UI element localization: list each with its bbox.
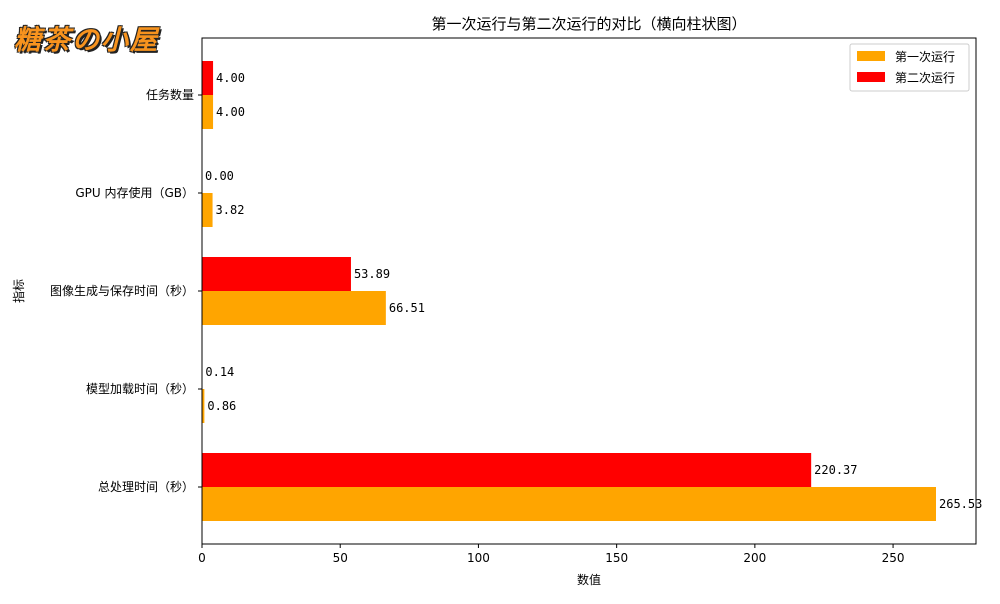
x-axis-title: 数值: [577, 572, 601, 587]
legend-label-first: 第一次运行: [895, 50, 955, 64]
legend: 第一次运行 第二次运行: [850, 44, 969, 91]
legend-swatch-second: [857, 72, 885, 82]
bar-first-4: [202, 95, 213, 129]
y-ticks-group: 总处理时间（秒） 模型加载时间（秒） 图像生成与保存时间（秒） GPU 内存使用（GB…: [50, 87, 202, 494]
value-label-first-1: 0.86: [207, 399, 236, 413]
x-tick-label-0: 0: [198, 551, 206, 565]
bars-group: [202, 61, 936, 521]
value-label-second-2: 53.89: [354, 267, 390, 281]
x-ticks-group: 0 50 100 150 200 250: [198, 544, 904, 565]
bar-second-2: [202, 257, 351, 291]
site-logo: 糖茶の小屋: [14, 18, 159, 57]
legend-swatch-first: [857, 51, 885, 61]
value-label-second-4: 4.00: [216, 71, 245, 85]
value-label-second-1: 0.14: [205, 365, 234, 379]
x-tick-label-4: 200: [743, 551, 766, 565]
bar-second-0: [202, 453, 811, 487]
y-tick-label-2: 图像生成与保存时间（秒）: [50, 284, 194, 298]
value-label-first-4: 4.00: [216, 105, 245, 119]
y-tick-label-1: 模型加载时间（秒）: [86, 382, 194, 396]
y-axis-title: 指标: [11, 279, 26, 303]
y-tick-label-0: 总处理时间（秒）: [98, 480, 194, 494]
y-tick-label-4: 任务数量: [146, 87, 194, 102]
bar-first-2: [202, 291, 386, 325]
value-label-second-0: 220.37: [814, 463, 857, 477]
value-label-second-3: 0.00: [205, 169, 234, 183]
legend-label-second: 第二次运行: [895, 71, 955, 85]
bar-first-0: [202, 487, 936, 521]
x-tick-label-2: 100: [467, 551, 490, 565]
chart-title: 第一次运行与第二次运行的对比（横向柱状图）: [431, 15, 746, 33]
x-tick-label-3: 150: [605, 551, 628, 565]
y-tick-label-3: GPU 内存使用（GB）: [75, 185, 194, 200]
x-tick-label-1: 50: [333, 551, 348, 565]
value-label-first-2: 66.51: [389, 301, 425, 315]
bar-second-4: [202, 61, 213, 95]
bar-first-3: [202, 193, 213, 227]
x-tick-label-5: 250: [882, 551, 905, 565]
value-label-first-3: 3.82: [216, 203, 245, 217]
